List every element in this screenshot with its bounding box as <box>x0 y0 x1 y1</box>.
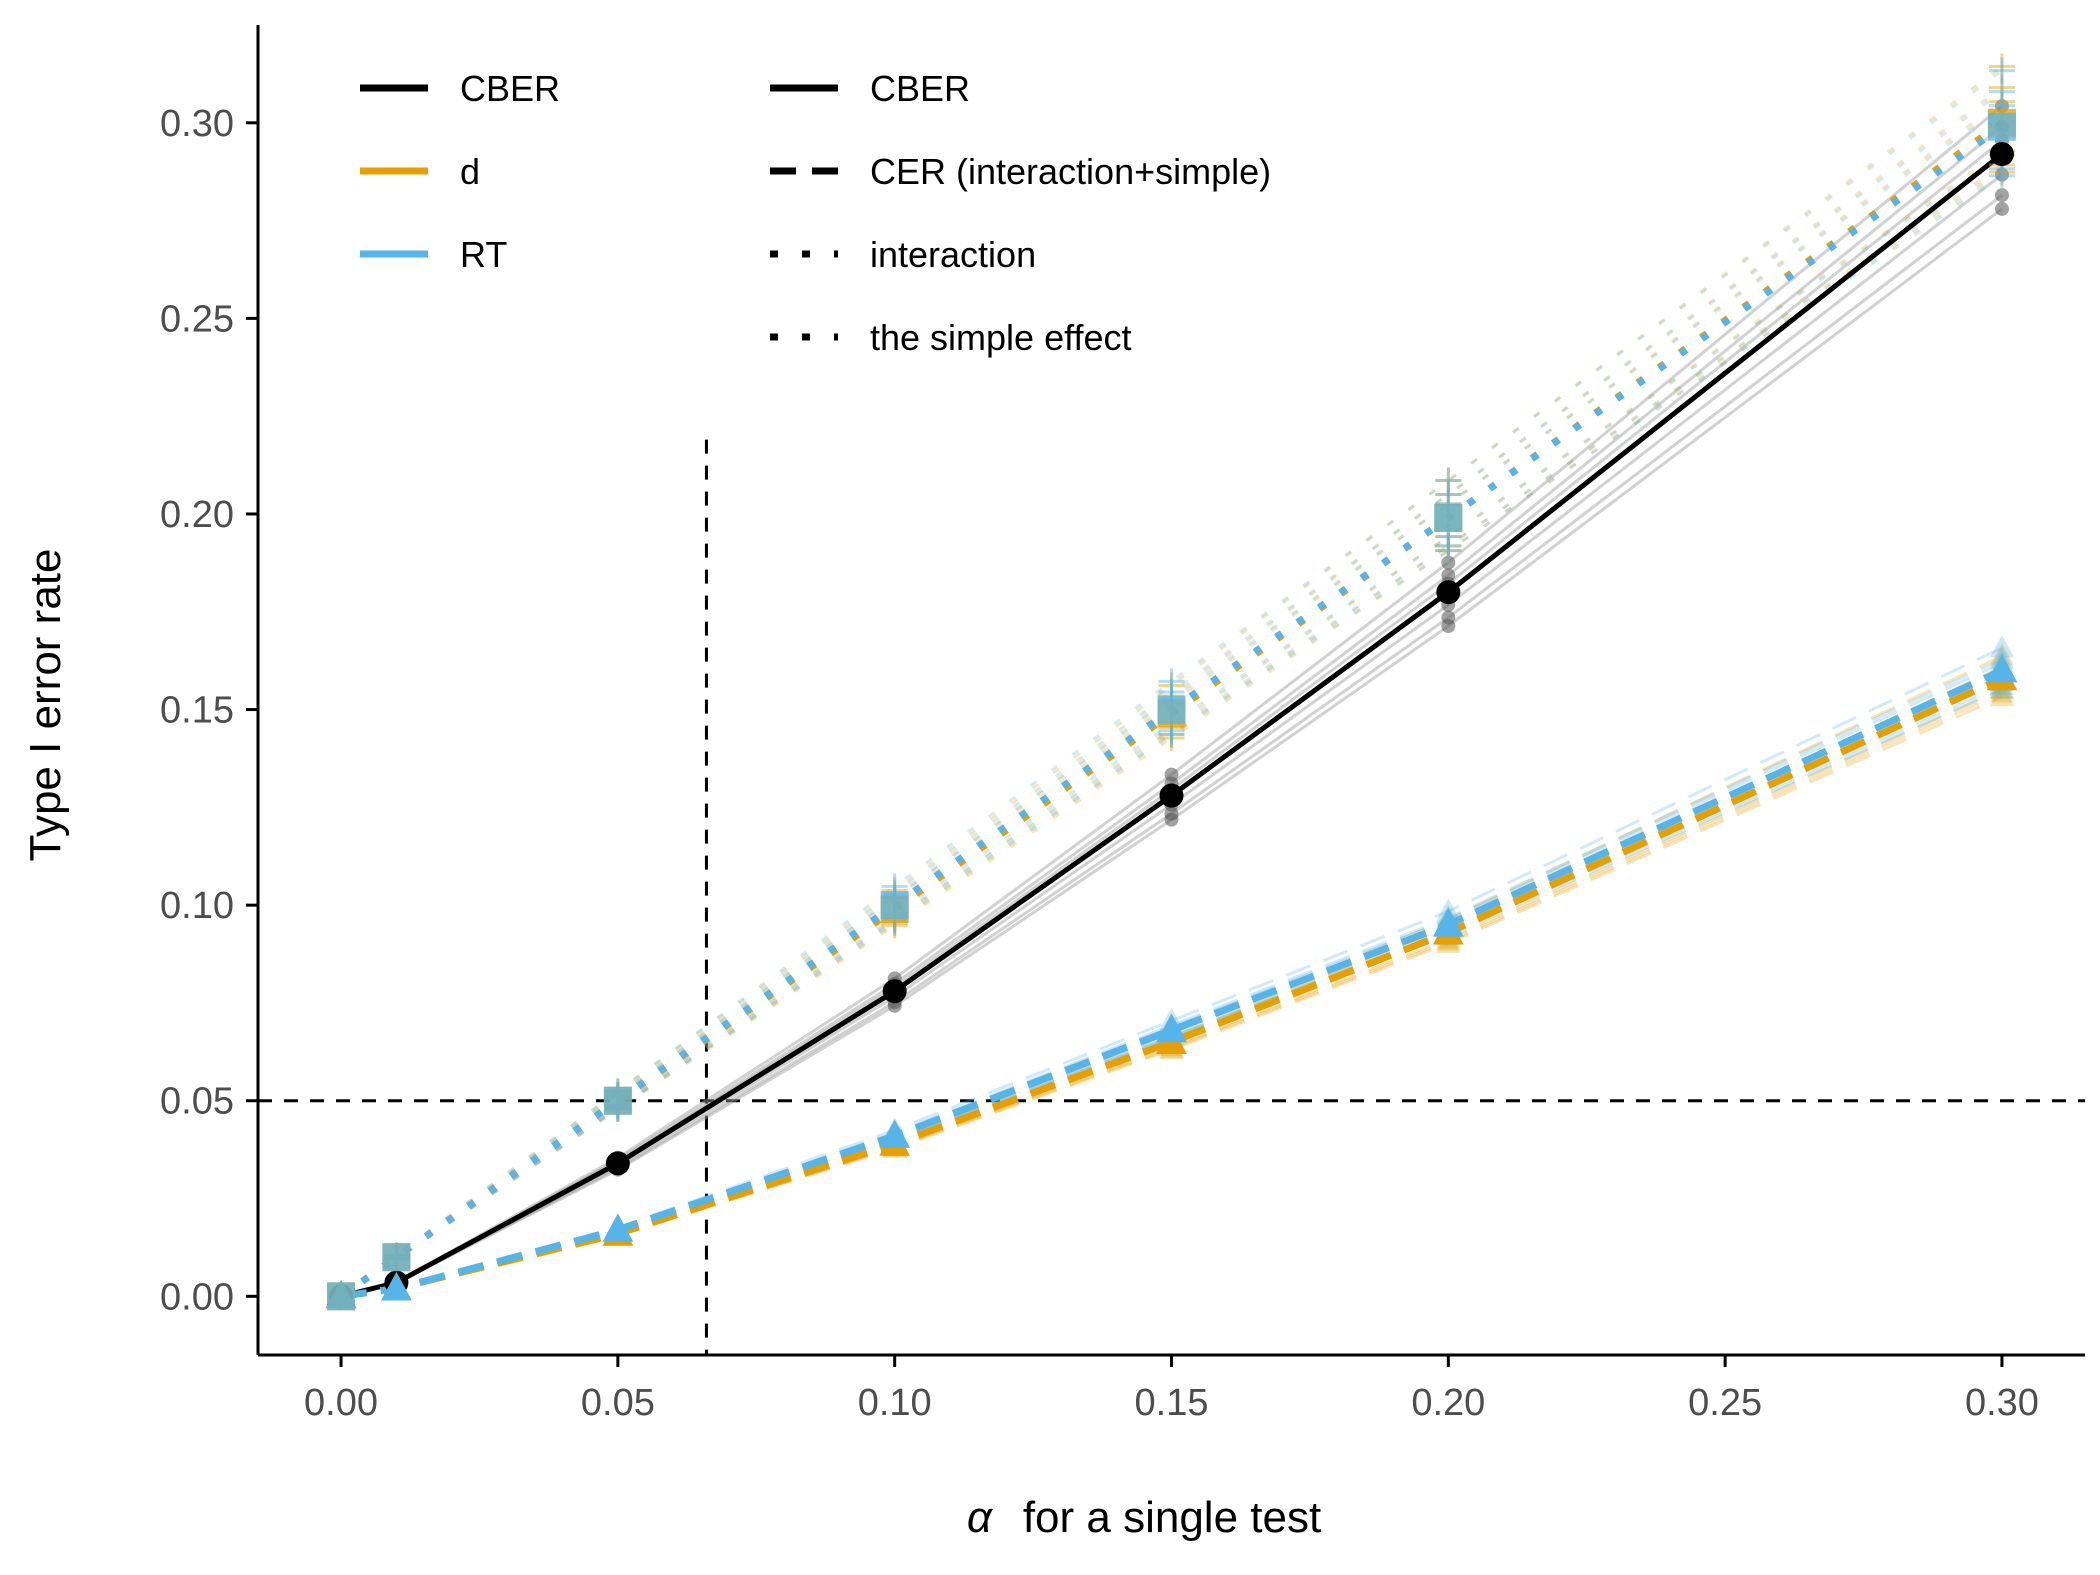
series-3-replicate-cross-6-2 <box>1988 53 2015 80</box>
series-4-replicate-cross-4-2 <box>1158 668 1185 695</box>
series-4-point-5 <box>1434 503 1463 532</box>
series-0-point-6 <box>1989 142 2014 167</box>
y-tick-label-6: 0.30 <box>160 103 234 145</box>
series-4-point-2 <box>603 1086 632 1115</box>
series-1-replicate-point-6-5 <box>1989 680 2015 703</box>
x-tick-label-0: 0.00 <box>304 1382 378 1424</box>
y-axis-title: Type I error rate <box>21 548 70 861</box>
x-tick-label-6: 0.30 <box>1965 1382 2039 1424</box>
legend-color-label-2: RT <box>460 234 507 275</box>
series-1-replicate-line-0 <box>340 665 2003 1298</box>
series-3-replicate-cross-4-2 <box>1158 672 1185 699</box>
series-2-replicate-line-4 <box>340 661 2003 1298</box>
y-tick-label-3: 0.15 <box>160 690 234 732</box>
legend-linetype: CBER CER (interaction+simple) interaction t… <box>770 68 1271 358</box>
y-tick-label-0: 0.00 <box>160 1276 234 1318</box>
series-0-replicate-point-6-3 <box>1994 188 2009 203</box>
series-4-point-4 <box>1157 695 1186 724</box>
series-2-point-3 <box>879 1119 911 1148</box>
series-2-line <box>340 667 2004 1300</box>
series-points <box>325 53 2018 1311</box>
series-0-point-5 <box>1436 580 1461 605</box>
y-tick-label-4: 0.20 <box>160 494 234 536</box>
x-tick-label-3: 0.15 <box>1135 1382 1209 1424</box>
series-0-point-4 <box>1159 783 1184 808</box>
series-0-replicate-point-6-5 <box>1994 201 2009 216</box>
series-4-replicate-cross-6-2 <box>1988 57 2015 84</box>
series-2-point-5 <box>1432 908 1464 937</box>
x-axis-title-symbol: α <box>967 1493 994 1542</box>
legend-linetype-label-0: CBER <box>870 68 970 109</box>
series-2-replicate-line-0 <box>340 657 2003 1298</box>
series-2-point-6 <box>1986 653 2018 683</box>
series-2-point-1 <box>381 1272 412 1301</box>
series-1-replicate-line-4 <box>340 669 2003 1298</box>
series-3-replicate-cross-5-0 <box>1435 481 1462 508</box>
legend-color: CBER d RT <box>360 68 560 275</box>
series-0-replicate-point-4-2 <box>1164 767 1179 782</box>
series-4-point-3 <box>880 891 909 920</box>
series-4-point-0 <box>327 1282 356 1311</box>
series-4-point-1 <box>382 1243 411 1272</box>
series-4-replicate-cross-6-0 <box>1988 78 2015 105</box>
y-tick-label-1: 0.05 <box>160 1081 234 1123</box>
x-tick-label-5: 0.25 <box>1688 1382 1762 1424</box>
legend-linetype-label-2: interaction <box>870 234 1036 275</box>
series-1-replicate-line-2 <box>340 654 2003 1298</box>
series-4-replicate-cross-5-2 <box>1435 467 1462 494</box>
x-tick-label-1: 0.05 <box>581 1382 655 1424</box>
x-tick-label-2: 0.10 <box>858 1382 932 1424</box>
series-0-replicate-point-6-1 <box>1994 167 2009 182</box>
legend-linetype-label-3: the simple effect <box>870 317 1131 358</box>
legend-linetype-label-1: CER (interaction+simple) <box>870 151 1271 192</box>
y-tick-label-2: 0.10 <box>160 885 234 927</box>
series-4-point-6 <box>1987 112 2016 141</box>
x-axis-title: α for a single test <box>967 1493 1321 1542</box>
series-2-point-4 <box>1156 1013 1187 1043</box>
x-axis-ticks: 0.00 0.05 0.10 0.15 0.20 0.25 0.30 <box>304 1355 2039 1424</box>
series-0-replicate-point-4-5 <box>1164 812 1179 827</box>
x-axis-title-text: for a single test <box>1023 1493 1321 1542</box>
series-4-replicate-cross-5-3 <box>1435 532 1462 559</box>
x-tick-label-4: 0.20 <box>1411 1382 1485 1424</box>
series-0-replicate-point-5-5 <box>1441 619 1456 634</box>
series-4-replicate-cross-5-0 <box>1435 481 1462 508</box>
series-2-replicate-point-6-2 <box>1989 634 2015 658</box>
series-1-replicate-point-6-3 <box>1989 683 2015 707</box>
series-3-replicate-cross-5-3 <box>1435 532 1462 559</box>
series-4-replicate-cross-6-5 <box>1988 162 2015 189</box>
reference-lines <box>258 439 2085 1355</box>
y-axis-ticks: 0.00 0.05 0.10 0.15 0.20 0.25 0.30 <box>160 103 258 1318</box>
series-0-replicate-line-5 <box>340 207 2003 1298</box>
series-2-point-2 <box>602 1213 634 1242</box>
series-3-replicate-cross-5-5 <box>1435 537 1462 564</box>
series-0-point-3 <box>882 979 907 1004</box>
legend-color-label-1: d <box>460 151 480 192</box>
series-4-replicate-cross-5-5 <box>1435 537 1462 564</box>
series-0-replicate-point-5-2 <box>1441 555 1456 570</box>
series-3-replicate-cross-5-2 <box>1435 467 1462 494</box>
series-3-replicate-cross-4-5 <box>1158 724 1185 751</box>
y-tick-label-5: 0.25 <box>160 298 234 340</box>
series-3-replicate-cross-6-0 <box>1988 74 2015 101</box>
series-0-point-2 <box>605 1151 630 1176</box>
legend-color-label-0: CBER <box>460 68 560 109</box>
